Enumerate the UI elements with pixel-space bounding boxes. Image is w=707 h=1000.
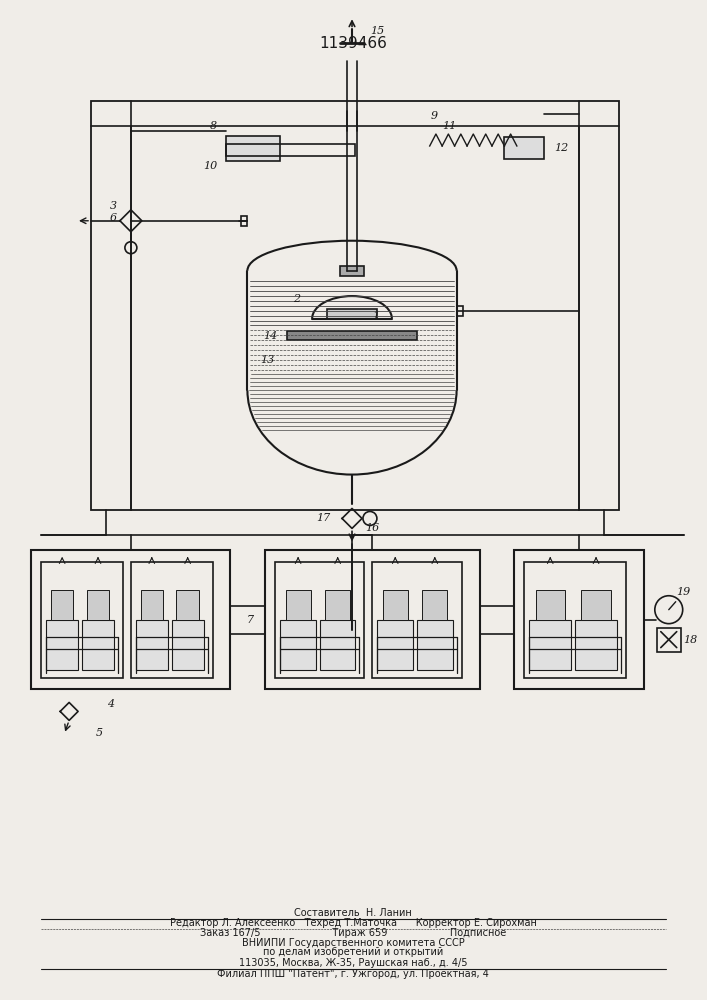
Bar — [575, 620, 617, 670]
Bar — [177, 590, 199, 620]
Bar — [131, 562, 213, 678]
Bar — [46, 620, 78, 670]
Bar — [504, 137, 544, 159]
Bar — [265, 550, 479, 689]
Bar — [340, 266, 364, 276]
Text: 3: 3 — [110, 201, 117, 211]
Bar — [378, 620, 413, 670]
Text: 19: 19 — [677, 587, 691, 597]
Bar — [417, 620, 452, 670]
Bar — [136, 620, 168, 670]
Text: по делам изобретений и открытий: по делам изобретений и открытий — [263, 947, 443, 957]
Bar — [242, 216, 247, 226]
Text: 13: 13 — [260, 355, 274, 365]
Bar — [91, 101, 619, 510]
Bar — [286, 590, 310, 620]
Bar — [327, 309, 377, 319]
Bar — [82, 620, 114, 670]
Bar — [530, 620, 571, 670]
Text: 10: 10 — [204, 161, 218, 171]
Bar — [536, 590, 565, 620]
Bar — [287, 331, 416, 340]
Bar — [325, 590, 350, 620]
Bar — [172, 620, 204, 670]
Bar — [457, 306, 462, 316]
Text: 5: 5 — [95, 728, 103, 738]
Bar — [525, 562, 626, 678]
Bar — [581, 590, 611, 620]
Text: 17: 17 — [316, 513, 330, 523]
Text: 11: 11 — [443, 121, 457, 131]
Text: Редактор Л. Алексеенко   Техред Т.Маточка      Корректор Е. Сирохман: Редактор Л. Алексеенко Техред Т.Маточка … — [170, 918, 537, 928]
Bar — [275, 562, 364, 678]
Text: 2: 2 — [293, 294, 300, 304]
Text: 14: 14 — [263, 331, 277, 341]
Text: 15: 15 — [370, 26, 384, 36]
Text: 113035, Москва, Ж-35, Раушская наб., д. 4/5: 113035, Москва, Ж-35, Раушская наб., д. … — [239, 958, 467, 968]
Bar — [422, 590, 448, 620]
Text: 1: 1 — [372, 311, 379, 321]
Bar — [226, 136, 280, 161]
Text: Составитель  Н. Ланин: Составитель Н. Ланин — [294, 908, 412, 918]
Text: Заказ 167/5                       Тираж 659                    Подписное: Заказ 167/5 Тираж 659 Подписное — [200, 928, 506, 938]
Text: Филиал ППШ "Патент", г. Ужгород, ул. Проектная, 4: Филиал ППШ "Патент", г. Ужгород, ул. Про… — [217, 969, 489, 979]
Text: 4: 4 — [107, 699, 115, 709]
Text: 8: 8 — [210, 121, 217, 131]
Text: ВНИИПИ Государственного комитета СССР: ВНИИПИ Государственного комитета СССР — [242, 938, 464, 948]
Bar — [31, 550, 230, 689]
Bar — [657, 628, 681, 652]
Bar — [382, 590, 408, 620]
Text: 12: 12 — [554, 143, 568, 153]
Bar — [515, 550, 644, 689]
Text: 16: 16 — [366, 523, 380, 533]
Text: 18: 18 — [684, 635, 698, 645]
Text: 6: 6 — [110, 213, 117, 223]
Bar — [87, 590, 109, 620]
Text: 9: 9 — [431, 111, 438, 121]
Text: 7: 7 — [247, 615, 254, 625]
Bar — [280, 620, 316, 670]
Text: 1139466: 1139466 — [319, 36, 387, 51]
Bar — [373, 562, 462, 678]
Bar — [226, 144, 355, 156]
Bar — [51, 590, 74, 620]
Bar — [41, 562, 123, 678]
Bar — [320, 620, 356, 670]
Bar — [141, 590, 163, 620]
